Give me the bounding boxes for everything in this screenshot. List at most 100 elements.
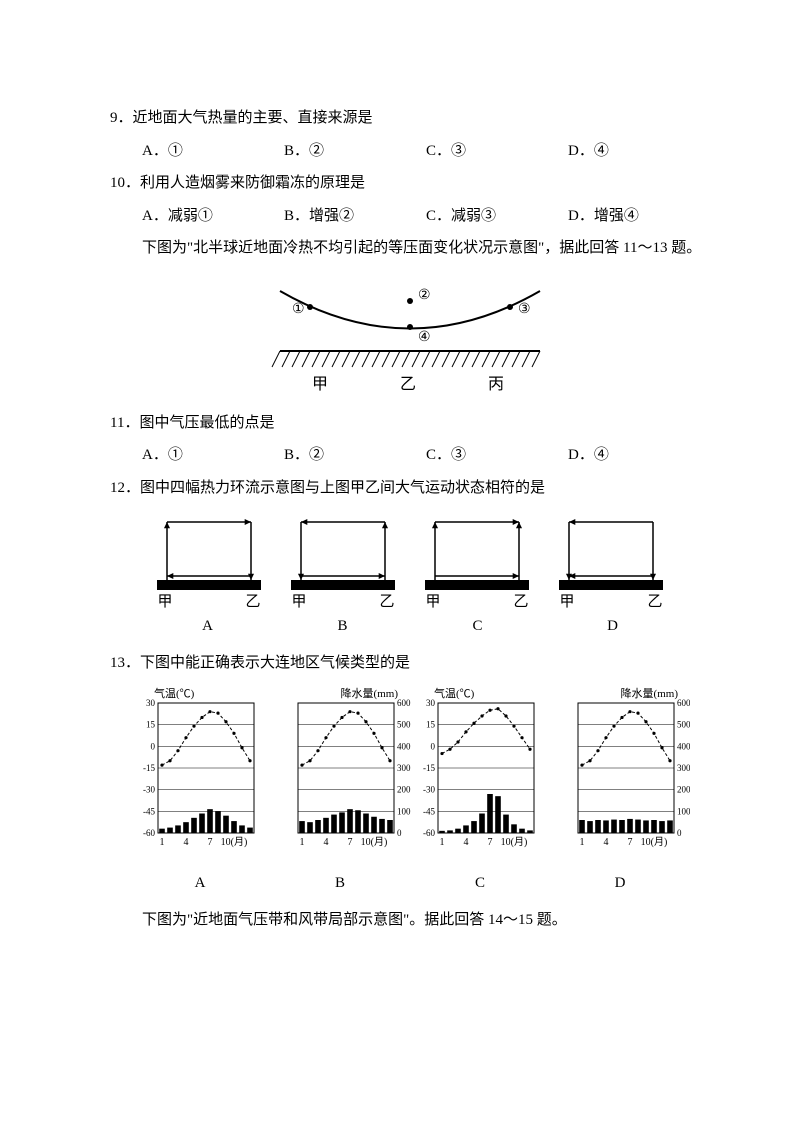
- svg-text:甲: 甲: [425, 594, 440, 610]
- svg-text:7: 7: [348, 837, 353, 848]
- svg-text:300: 300: [397, 763, 411, 773]
- fig2-cap-b: B: [275, 612, 410, 641]
- svg-text:4: 4: [184, 837, 189, 848]
- fig2-cap-a: A: [140, 612, 275, 641]
- intro-14-15: 下图为"近地面气压带和风带局部示意图"。据此回答 14～15 题。: [142, 906, 710, 935]
- svg-text:1: 1: [440, 837, 445, 848]
- svg-text:0: 0: [677, 828, 682, 838]
- q9-opt-c: C．③: [426, 137, 568, 166]
- svg-text:①: ①: [292, 302, 305, 317]
- svg-text:-30: -30: [423, 785, 435, 795]
- svg-text:1: 1: [300, 837, 305, 848]
- svg-text:-60: -60: [143, 828, 155, 838]
- svg-text:30: 30: [426, 698, 436, 708]
- svg-text:-60: -60: [423, 828, 435, 838]
- q11-text: 图中气压最低的点是: [139, 415, 274, 431]
- q11-opt-c: C．③: [426, 441, 568, 470]
- q9-text: 近地面大气热量的主要、直接来源是: [133, 110, 373, 126]
- svg-text:500: 500: [397, 720, 411, 730]
- q11-opt-a: A．①: [142, 441, 284, 470]
- svg-text:降水量(mm): 降水量(mm): [621, 686, 679, 700]
- q10-opt-a: A．减弱①: [142, 202, 284, 231]
- q10-num: 10．: [110, 175, 140, 191]
- svg-text:0: 0: [151, 741, 156, 751]
- svg-text:10(月): 10(月): [641, 836, 668, 848]
- svg-text:-15: -15: [423, 763, 435, 773]
- svg-text:-30: -30: [143, 785, 155, 795]
- svg-text:400: 400: [677, 741, 690, 751]
- svg-text:-45: -45: [423, 806, 435, 816]
- q10-text: 利用人造烟雾来防御霜冻的原理是: [140, 175, 365, 191]
- svg-text:4: 4: [464, 837, 469, 848]
- svg-text:7: 7: [628, 837, 633, 848]
- svg-text:100: 100: [397, 806, 411, 816]
- svg-text:100: 100: [677, 806, 690, 816]
- q10-opt-c: C．减弱③: [426, 202, 568, 231]
- svg-text:②: ②: [418, 288, 431, 303]
- fig2-cap-c: C: [410, 612, 545, 641]
- svg-text:15: 15: [146, 720, 156, 730]
- svg-text:甲: 甲: [291, 594, 306, 610]
- fig3-cap-c: C: [410, 869, 550, 898]
- svg-text:乙: 乙: [245, 594, 260, 610]
- svg-text:4: 4: [324, 837, 329, 848]
- q11-num: 11．: [110, 415, 139, 431]
- svg-text:600: 600: [677, 698, 690, 708]
- figure-circulation: 甲 乙 甲 乙 甲 乙 甲 乙 A B C D: [110, 510, 710, 641]
- svg-text:600: 600: [397, 698, 411, 708]
- svg-text:300: 300: [677, 763, 690, 773]
- svg-text:-45: -45: [143, 806, 155, 816]
- svg-text:丙: 丙: [488, 376, 504, 393]
- svg-text:乙: 乙: [647, 594, 662, 610]
- svg-text:7: 7: [488, 837, 493, 848]
- fig3-cap-b: B: [270, 869, 410, 898]
- q9-options: A．① B．② C．③ D．④: [142, 137, 710, 166]
- svg-text:1: 1: [580, 837, 585, 848]
- fig3-cap-d: D: [550, 869, 690, 898]
- q10-opt-b: B．增强②: [284, 202, 426, 231]
- svg-text:乙: 乙: [379, 594, 394, 610]
- fig3-cap-a: A: [130, 869, 270, 898]
- svg-text:甲: 甲: [312, 376, 328, 393]
- svg-text:③: ③: [518, 302, 531, 317]
- svg-text:乙: 乙: [400, 376, 416, 393]
- intro-11-13: 下图为"北半球近地面冷热不均引起的等压面变化状况示意图"，据此回答 11～13 …: [142, 234, 710, 263]
- svg-text:气温(℃): 气温(℃): [434, 686, 475, 700]
- q11-options: A．① B．② C．③ D．④: [142, 441, 710, 470]
- q9-opt-a: A．①: [142, 137, 284, 166]
- svg-text:15: 15: [426, 720, 436, 730]
- svg-text:1: 1: [160, 837, 165, 848]
- q9-num: 9．: [110, 110, 133, 126]
- svg-text:0: 0: [397, 828, 402, 838]
- q10-options: A．减弱① B．增强② C．减弱③ D．增强④: [142, 202, 710, 231]
- q10-opt-d: D．增强④: [568, 202, 710, 231]
- svg-text:10(月): 10(月): [501, 836, 528, 848]
- svg-text:30: 30: [146, 698, 156, 708]
- svg-text:甲: 甲: [559, 594, 574, 610]
- svg-text:降水量(mm): 降水量(mm): [341, 686, 399, 700]
- svg-text:10(月): 10(月): [361, 836, 388, 848]
- svg-text:气温(℃): 气温(℃): [154, 686, 195, 700]
- svg-text:200: 200: [677, 785, 690, 795]
- svg-text:200: 200: [397, 785, 411, 795]
- svg-text:400: 400: [397, 741, 411, 751]
- q13-num: 13．: [110, 655, 140, 671]
- q9-opt-b: B．②: [284, 137, 426, 166]
- svg-text:500: 500: [677, 720, 690, 730]
- q13-text: 下图中能正确表示大连地区气候类型的是: [140, 655, 410, 671]
- figure-climate: 气温(℃)30150-15-30-45-6014710(月)降水量(mm)600…: [110, 685, 710, 898]
- svg-text:7: 7: [208, 837, 213, 848]
- svg-text:0: 0: [431, 741, 436, 751]
- svg-text:-15: -15: [143, 763, 155, 773]
- fig2-cap-d: D: [545, 612, 680, 641]
- svg-text:乙: 乙: [513, 594, 528, 610]
- q12-text: 图中四幅热力环流示意图与上图甲乙间大气运动状态相符的是: [140, 480, 545, 496]
- svg-text:10(月): 10(月): [221, 836, 248, 848]
- q11-opt-d: D．④: [568, 441, 710, 470]
- figure-isobaric: ① ② ③ ④ 甲 乙 丙: [110, 271, 710, 401]
- svg-text:④: ④: [418, 330, 431, 345]
- svg-text:4: 4: [604, 837, 609, 848]
- q9-opt-d: D．④: [568, 137, 710, 166]
- svg-text:甲: 甲: [157, 594, 172, 610]
- q11-opt-b: B．②: [284, 441, 426, 470]
